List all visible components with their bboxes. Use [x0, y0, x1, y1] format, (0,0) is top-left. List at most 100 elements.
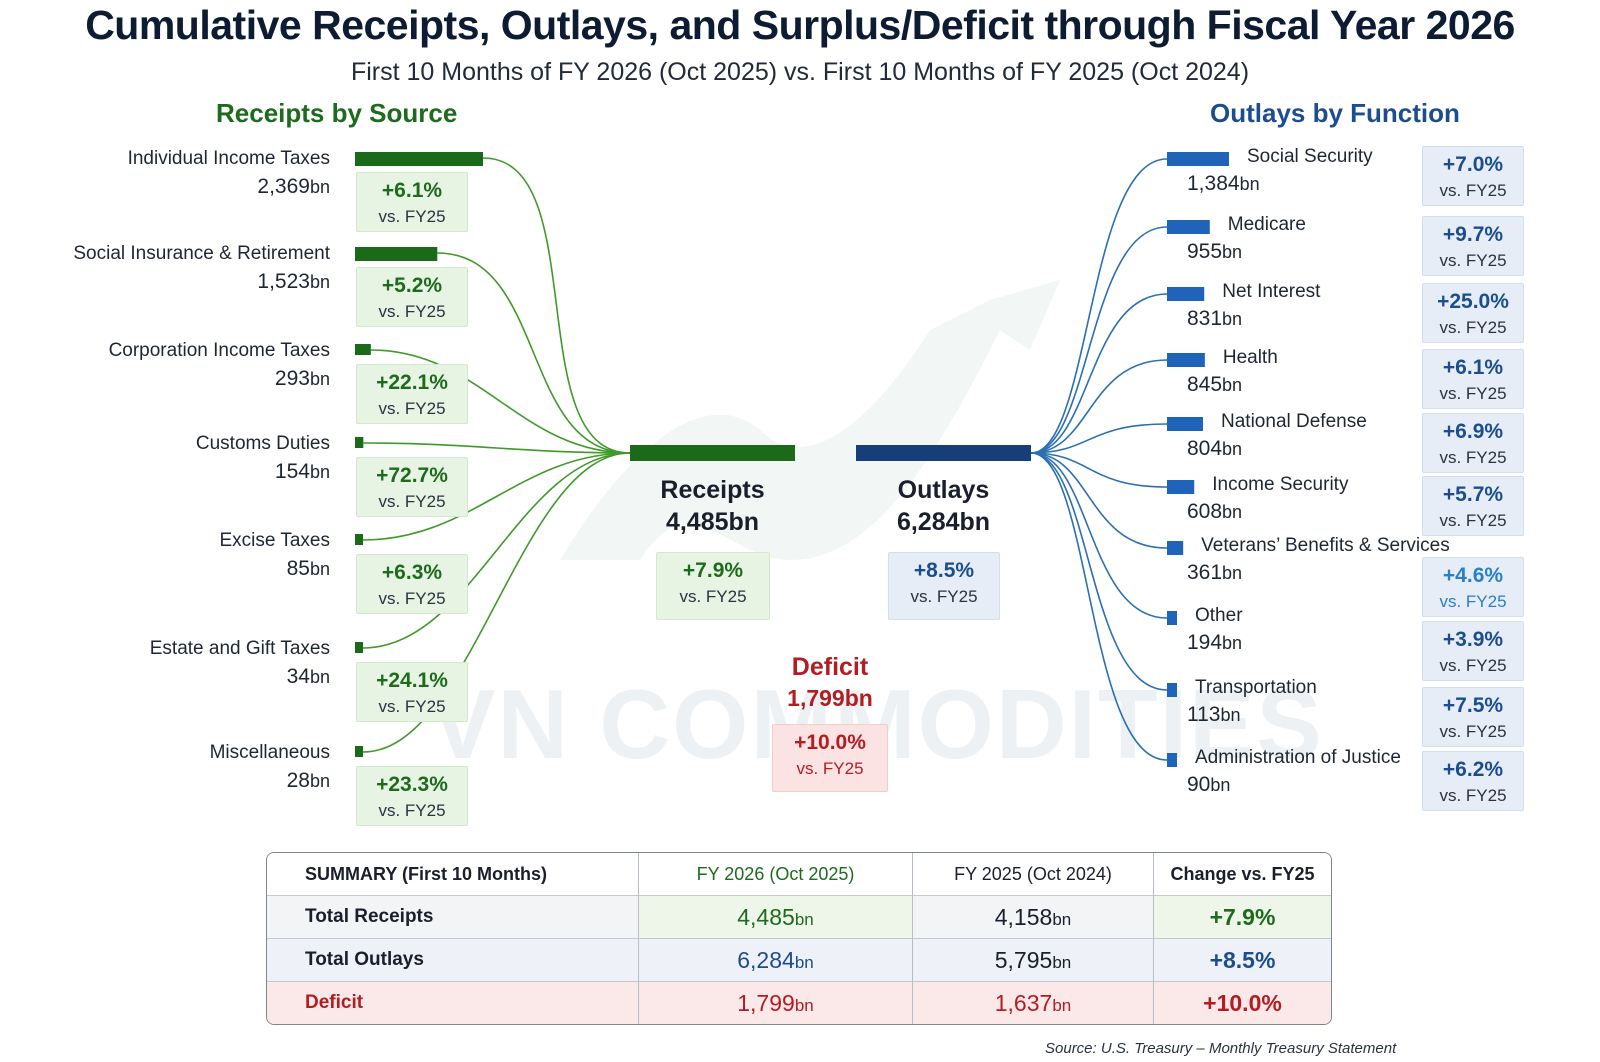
receipt-change-badge: +22.1% vs. FY25 [356, 364, 468, 424]
outlay-value: 608bn [1187, 500, 1243, 523]
outlay-name: Administration of Justice [1195, 747, 1401, 768]
receipt-value: 1,523bn [257, 270, 330, 293]
outlays-total-bar [856, 445, 1031, 461]
page-title: Cumulative Receipts, Outlays, and Surplu… [85, 2, 1515, 48]
deficit-value: 1,799bn [787, 685, 873, 711]
summary-cell-change: +7.9% [1154, 895, 1331, 938]
outlay-flow-line [1030, 359, 1168, 454]
summary-header-row: SUMMARY (First 10 Months) FY 2026 (Oct 2… [267, 853, 1331, 895]
outlay-bar-8 [1167, 683, 1177, 697]
receipt-name: Estate and Gift Taxes [149, 638, 330, 659]
outlay-bars [1167, 152, 1229, 767]
outlay-value: 845bn [1187, 373, 1243, 396]
summary-cell-label: Deficit [267, 981, 639, 1024]
receipt-name: Corporation Income Taxes [108, 340, 330, 361]
receipts-total-bar [630, 445, 795, 461]
receipt-change-badge: +72.7% vs. FY25 [356, 457, 468, 517]
outlay-name: Health [1222, 347, 1278, 368]
summary-cell-fy26: 4,485bn [639, 895, 913, 938]
outlay-name: Veterans’ Benefits & Services [1201, 535, 1450, 556]
outlay-bar-1 [1167, 220, 1210, 234]
receipts-total-change-badge: +7.9% vs. FY25 [656, 552, 770, 620]
outlay-name: Social Security [1247, 146, 1373, 167]
receipts-section-title: Receipts by Source [216, 98, 458, 128]
outlay-value: 804bn [1187, 437, 1243, 460]
receipt-bars [355, 152, 483, 757]
summary-table: SUMMARY (First 10 Months) FY 2026 (Oct 2… [266, 852, 1332, 1025]
outlay-change-badge: +9.7% vs. FY25 [1422, 216, 1524, 276]
summary-header-label: SUMMARY (First 10 Months) [267, 853, 639, 895]
outlay-change-badge: +3.9% vs. FY25 [1422, 621, 1524, 681]
outlays-total-value: 6,284bn [896, 508, 991, 536]
outlay-flow-lines [1030, 158, 1168, 761]
receipt-flow-line [370, 349, 631, 454]
deficit-label: Deficit [791, 653, 869, 681]
receipt-value: 293bn [274, 367, 330, 390]
outlay-name: Medicare [1227, 214, 1306, 235]
summary-row-receipts: Total Receipts 4,485bn 4,158bn +7.9% [267, 895, 1331, 938]
receipt-flow-line [362, 452, 631, 753]
outlay-value: 113bn [1187, 703, 1241, 726]
receipt-bar-3 [355, 437, 364, 448]
receipt-change-badge: +24.1% vs. FY25 [356, 662, 468, 722]
receipt-value: 154bn [274, 460, 330, 483]
summary-cell-fy25: 5,795bn [913, 938, 1154, 981]
receipt-bar-4 [355, 534, 363, 545]
outlay-name: Transportation [1195, 677, 1317, 698]
page-subtitle: First 10 Months of FY 2026 (Oct 2025) vs… [350, 58, 1250, 86]
outlay-value: 955bn [1187, 240, 1243, 263]
outlay-name: Other [1195, 605, 1243, 626]
outlay-flow-line [1030, 226, 1168, 454]
receipt-name: Miscellaneous [209, 742, 330, 763]
summary-cell-label: Total Outlays [267, 938, 639, 981]
receipts-total-label: Receipts [660, 476, 765, 504]
receipt-flow-line [362, 452, 631, 541]
outlay-bar-9 [1167, 753, 1177, 767]
receipts-total-value: 4,485bn [665, 508, 760, 536]
outlay-value: 194bn [1187, 631, 1243, 654]
outlays-section-title: Outlays by Function [1210, 98, 1460, 128]
outlay-flow-line [1030, 293, 1168, 454]
receipt-bar-0 [355, 152, 483, 166]
receipt-name: Individual Income Taxes [127, 148, 330, 169]
outlay-value: 361bn [1187, 561, 1243, 584]
outlay-flow-line [1030, 452, 1168, 761]
outlay-change-badge: +6.2% vs. FY25 [1422, 751, 1524, 811]
outlay-name: National Defense [1221, 411, 1367, 432]
outlay-bar-4 [1167, 417, 1204, 431]
outlays-total-label: Outlays [897, 476, 990, 504]
summary-cell-fy26: 1,799bn [639, 981, 913, 1024]
outlay-flow-line [1030, 158, 1168, 454]
receipt-name: Social Insurance & Retirement [73, 243, 330, 264]
outlay-flow-line [1030, 452, 1168, 488]
receipt-change-badge: +23.3% vs. FY25 [356, 766, 468, 826]
receipt-flow-lines [362, 157, 631, 753]
receipt-value: 85bn [286, 557, 330, 580]
receipt-flow-line [363, 442, 631, 454]
deficit-change-badge: +10.0% vs. FY25 [772, 724, 888, 792]
receipt-change-badge: +5.2% vs. FY25 [356, 267, 468, 327]
outlay-name: Net Interest [1222, 281, 1321, 302]
outlay-change-badge: +4.6% vs. FY25 [1422, 557, 1524, 617]
outlay-bar-7 [1167, 611, 1177, 625]
summary-cell-fy25: 4,158bn [913, 895, 1154, 938]
outlay-value: 90bn [1187, 773, 1231, 796]
source-note: Source: U.S. Treasury – Monthly Treasury… [1045, 1040, 1397, 1057]
outlay-change-badge: +7.0% vs. FY25 [1422, 146, 1524, 206]
receipt-bar-2 [355, 344, 371, 355]
summary-header-change: Change vs. FY25 [1154, 853, 1331, 895]
receipt-flow-line [362, 452, 631, 649]
summary-header-fy25: FY 2025 (Oct 2024) [913, 853, 1154, 895]
summary-cell-fy26: 6,284bn [639, 938, 913, 981]
summary-row-outlays: Total Outlays 6,284bn 5,795bn +8.5% [267, 938, 1331, 981]
receipt-name: Customs Duties [195, 433, 330, 454]
outlay-bar-2 [1167, 287, 1205, 301]
summary-cell-change: +8.5% [1154, 938, 1331, 981]
receipt-value: 34bn [286, 665, 330, 688]
receipt-change-badge: +6.3% vs. FY25 [356, 554, 468, 614]
summary-cell-change: +10.0% [1154, 981, 1331, 1024]
outlay-flow-line [1030, 452, 1168, 691]
summary-row-deficit: Deficit 1,799bn 1,637bn +10.0% [267, 981, 1331, 1024]
summary-cell-fy25: 1,637bn [913, 981, 1154, 1024]
